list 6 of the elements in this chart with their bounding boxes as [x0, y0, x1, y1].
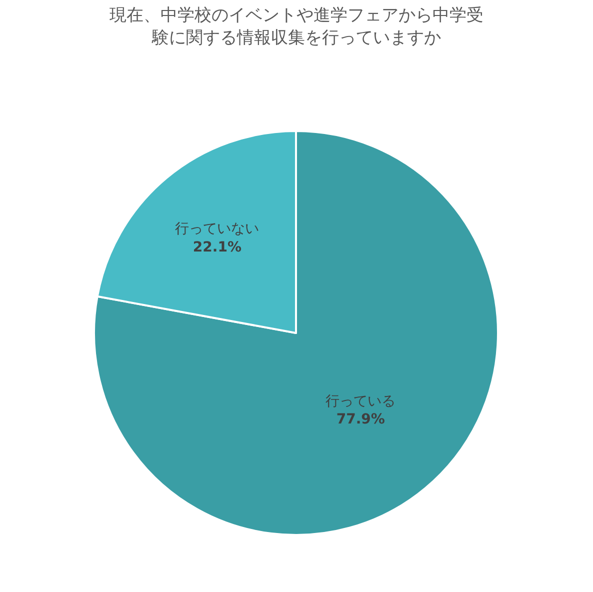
data-label: 77.9%: [336, 412, 385, 428]
pie-slice: [93, 130, 499, 536]
chart-title: 現在、中学校のイベントや進学フェアから中学受験に関する情報収集を行っていますか: [110, 6, 484, 48]
slice-label: 行っていない: [175, 221, 260, 238]
slice-label: 行っている: [326, 394, 396, 410]
data-label: 22.1%: [192, 239, 242, 256]
